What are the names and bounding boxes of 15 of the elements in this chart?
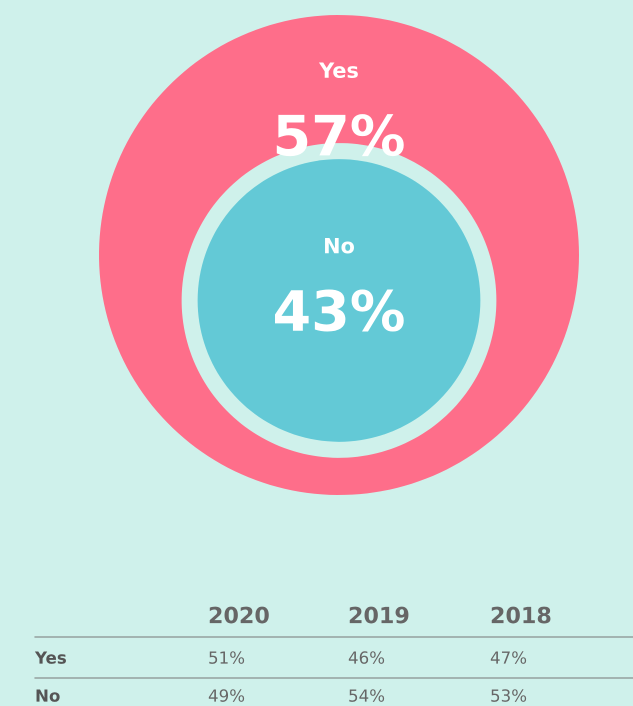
data-label: 51% (209, 651, 244, 664)
category-label: 2020 (210, 606, 269, 624)
data-label: 57% (276, 114, 404, 156)
data-label: 46% (348, 651, 384, 664)
data-label: 53% (491, 689, 526, 702)
category-label: Yes (318, 62, 358, 78)
text: Yes (34, 651, 66, 664)
category-label: 2018 (492, 606, 550, 624)
data-label: 54% (349, 689, 384, 702)
data-label: 49% (208, 689, 244, 702)
data-label: 47% (490, 651, 526, 664)
text: No (36, 689, 60, 702)
category-label: 2019 (350, 606, 408, 624)
category-label: No (325, 238, 354, 254)
data-label: 43% (275, 290, 404, 332)
